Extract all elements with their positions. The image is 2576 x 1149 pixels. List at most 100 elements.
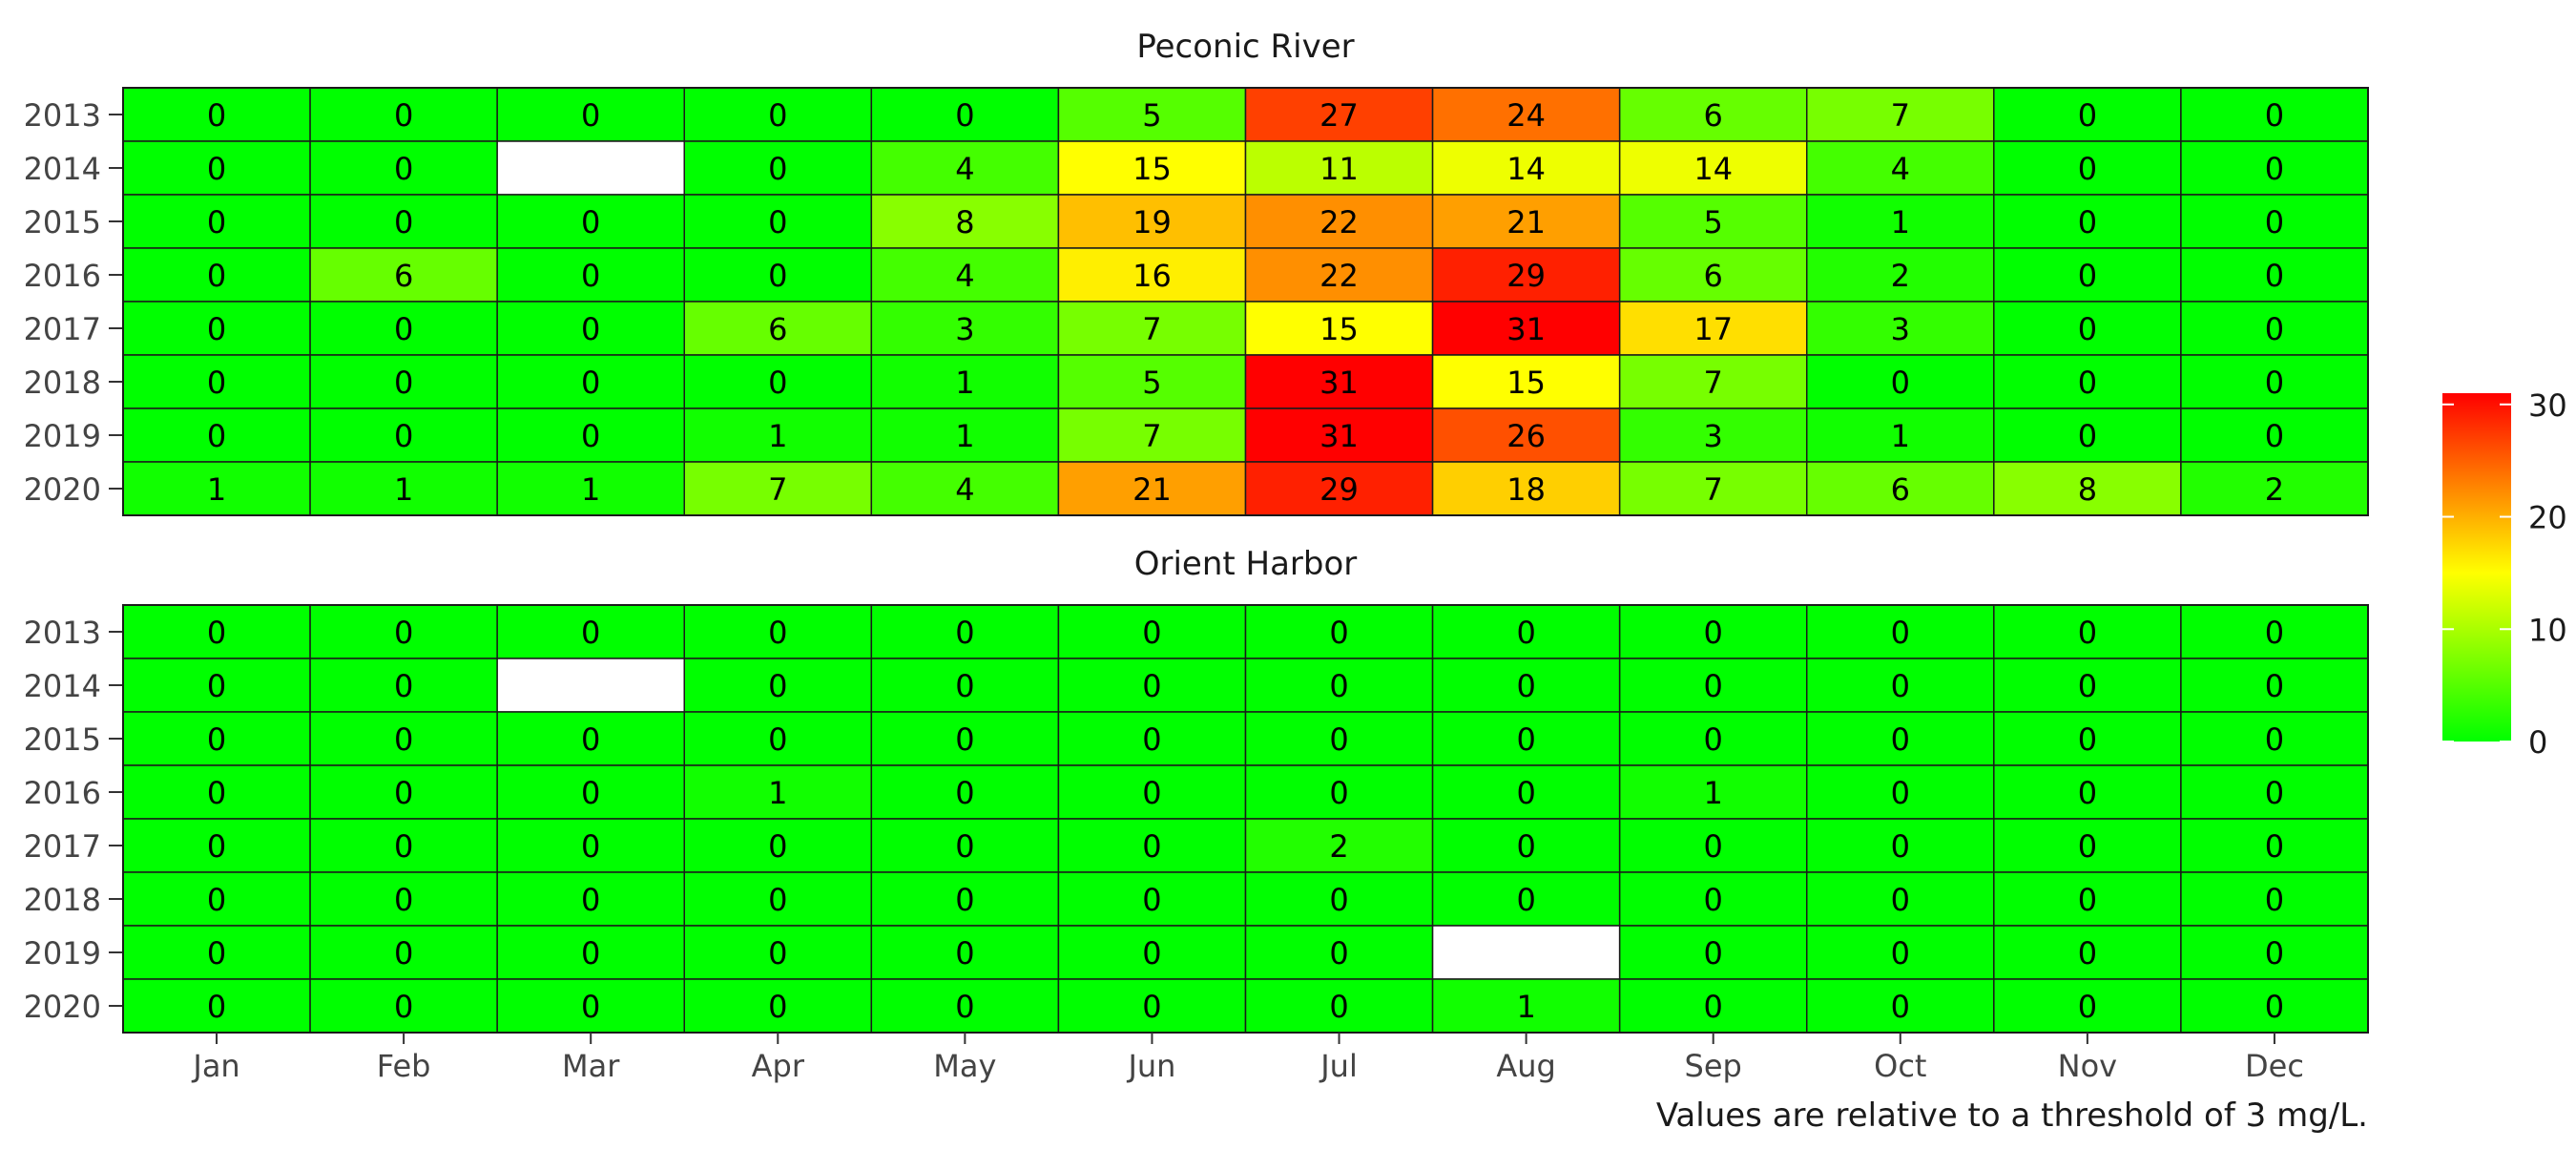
heatmap-cell	[496, 658, 686, 713]
cell-value-label: 0	[1891, 721, 1910, 758]
heatmap-cell	[683, 140, 873, 196]
year-tick-label: 2016	[24, 775, 101, 811]
cell-value-label: 31	[1319, 418, 1359, 454]
heatmap-cell	[1618, 247, 1808, 303]
month-tick-label: Dec	[2245, 1048, 2304, 1084]
cell-value-label: 0	[581, 882, 600, 918]
cell-value-label: 0	[1329, 775, 1348, 811]
heatmap-cell	[2180, 925, 2369, 980]
cell-value-label: 3	[955, 311, 974, 347]
cell-value-label: 27	[1319, 97, 1359, 134]
cell-value-label: 0	[207, 721, 226, 758]
cell-value-label: 0	[768, 97, 787, 134]
color-legend-bar	[2442, 393, 2511, 742]
year-tick-label: 2020	[24, 471, 101, 508]
cell-value-label: 1	[768, 775, 787, 811]
heatmap-cell	[2180, 87, 2369, 142]
year-tick-label: 2019	[24, 418, 101, 454]
year-tick-label: 2019	[24, 935, 101, 971]
cell-value-label: 7	[1891, 97, 1910, 134]
heatmap-cell	[1431, 461, 1621, 516]
cell-value-label: 0	[1516, 828, 1535, 865]
heatmap-cell	[1244, 871, 1434, 927]
month-tick-label: Jan	[191, 1048, 239, 1084]
heatmap-cell	[496, 711, 686, 766]
cell-value-label: 2	[1329, 828, 1348, 865]
heatmap-cell	[2180, 194, 2369, 249]
heatmap-cell	[1806, 604, 1995, 659]
cell-value-label: 0	[207, 311, 226, 347]
cell-value-label: 2	[1891, 258, 1910, 294]
cell-value-label: 1	[955, 418, 974, 454]
heatmap-cell	[1057, 194, 1247, 249]
legend-tick-label: 10	[2528, 612, 2567, 648]
heatmap-cell	[1806, 978, 1995, 1034]
cell-value-label: 22	[1319, 204, 1359, 240]
chart-caption: Values are relative to a threshold of 3 …	[1656, 1097, 2368, 1135]
cell-value-label: 0	[955, 935, 974, 971]
cell-value-label: 0	[1142, 721, 1161, 758]
cell-value-label: 4	[955, 151, 974, 187]
heatmap-cell	[683, 818, 873, 873]
heatmap-cell	[1993, 604, 2182, 659]
cell-value-label: 0	[2078, 418, 2097, 454]
cell-value-label: 29	[1506, 258, 1546, 294]
cell-value-label: 21	[1132, 471, 1172, 508]
panel-border	[122, 604, 2369, 1034]
heatmap-cell	[2180, 818, 2369, 873]
cell-value-label: 0	[2265, 204, 2284, 240]
cell-value-label: 0	[1329, 989, 1348, 1025]
heatmap-cell	[870, 140, 1060, 196]
cell-value-label: 0	[1704, 668, 1723, 704]
heatmap-cell	[1244, 354, 1434, 409]
cell-value-label: 0	[1329, 882, 1348, 918]
heatmap-cell	[1431, 978, 1621, 1034]
cell-value-label: 0	[1891, 989, 1910, 1025]
cell-value-label: 0	[1516, 615, 1535, 651]
heatmap-cell	[1057, 407, 1247, 463]
heatmap-cell	[309, 461, 498, 516]
cell-value-label: 0	[581, 204, 600, 240]
cell-value-label: 4	[1891, 151, 1910, 187]
heatmap-cell	[1806, 764, 1995, 820]
year-tick-label: 2017	[24, 828, 101, 865]
cell-value-label: 0	[394, 97, 413, 134]
heatmap-cell	[1618, 871, 1808, 927]
cell-value-label: 0	[955, 615, 974, 651]
cell-value-label: 0	[2265, 721, 2284, 758]
cell-value-label: 0	[2265, 989, 2284, 1025]
cell-value-label: 31	[1319, 365, 1359, 401]
heatmap-cell	[870, 301, 1060, 356]
cell-value-label: 0	[207, 258, 226, 294]
cell-value-label: 0	[1142, 775, 1161, 811]
cell-value-label: 0	[207, 882, 226, 918]
heatmap-cell	[496, 407, 686, 463]
cell-value-label: 0	[394, 828, 413, 865]
heatmap-cell	[683, 764, 873, 820]
cell-value-label: 0	[1891, 828, 1910, 865]
heatmap-cell	[870, 764, 1060, 820]
cell-value-label: 29	[1319, 471, 1359, 508]
heatmap-cell	[1993, 407, 2182, 463]
month-tick-label: May	[933, 1048, 996, 1084]
heatmap-cell	[122, 461, 311, 516]
heatmap-cell	[309, 978, 498, 1034]
cell-value-label: 31	[1506, 311, 1546, 347]
heatmap-cell	[1618, 140, 1808, 196]
cell-value-label: 0	[2265, 775, 2284, 811]
cell-value-label: 0	[768, 615, 787, 651]
heatmap-cell	[870, 711, 1060, 766]
legend-tick-label: 0	[2528, 724, 2547, 761]
cell-value-label: 18	[1506, 471, 1546, 508]
cell-value-label: 0	[207, 668, 226, 704]
heatmap-cell	[1618, 87, 1808, 142]
cell-value-label: 0	[207, 418, 226, 454]
cell-value-label: 0	[581, 365, 600, 401]
heatmap-cell	[870, 658, 1060, 713]
heatmap-cell	[2180, 978, 2369, 1034]
cell-value-label: 6	[1704, 97, 1723, 134]
cell-value-label: 0	[2265, 828, 2284, 865]
cell-value-label: 0	[2265, 311, 2284, 347]
cell-value-label: 8	[2078, 471, 2097, 508]
